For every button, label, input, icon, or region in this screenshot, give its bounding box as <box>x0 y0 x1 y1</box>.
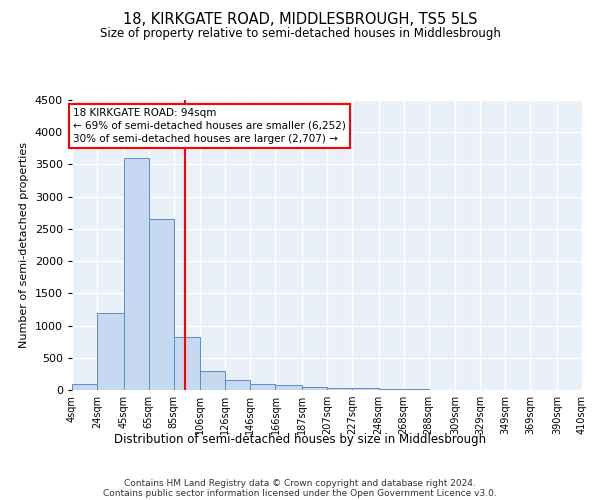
Bar <box>275 386 302 390</box>
Bar <box>97 312 124 390</box>
Bar <box>149 219 174 390</box>
Y-axis label: Number of semi-detached properties: Number of semi-detached properties <box>19 142 29 348</box>
Bar <box>352 388 379 390</box>
Text: Contains HM Land Registry data © Crown copyright and database right 2024.: Contains HM Land Registry data © Crown c… <box>124 478 476 488</box>
Bar <box>302 387 327 390</box>
Bar <box>379 389 404 390</box>
Bar <box>225 380 250 390</box>
Bar <box>174 337 200 390</box>
Text: Size of property relative to semi-detached houses in Middlesbrough: Size of property relative to semi-detach… <box>100 28 500 40</box>
Bar <box>200 372 225 390</box>
Bar <box>250 384 275 390</box>
Text: Distribution of semi-detached houses by size in Middlesbrough: Distribution of semi-detached houses by … <box>114 432 486 446</box>
Bar <box>327 388 352 390</box>
Text: 18, KIRKGATE ROAD, MIDDLESBROUGH, TS5 5LS: 18, KIRKGATE ROAD, MIDDLESBROUGH, TS5 5L… <box>123 12 477 28</box>
Text: Contains public sector information licensed under the Open Government Licence v3: Contains public sector information licen… <box>103 488 497 498</box>
Bar <box>72 384 97 390</box>
Text: 18 KIRKGATE ROAD: 94sqm
← 69% of semi-detached houses are smaller (6,252)
30% of: 18 KIRKGATE ROAD: 94sqm ← 69% of semi-de… <box>73 108 346 144</box>
Bar <box>124 158 149 390</box>
